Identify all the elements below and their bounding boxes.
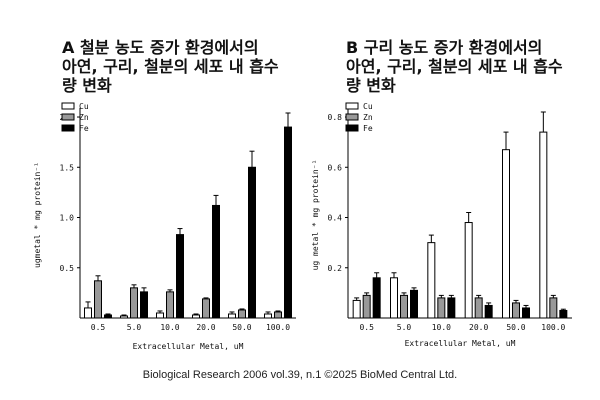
panel-b-y-tick-label: 0.2 (328, 264, 343, 273)
panel-a-title-line: 량 변화 (62, 76, 112, 95)
panel-a-title-line: A 철분 농도 증가 환경에서의 (62, 38, 259, 57)
panel-a-bar-zn (94, 280, 102, 319)
panel-b-bar-cu (464, 222, 473, 319)
panel-b-bar-fe (522, 307, 530, 319)
panel-a-bar-fe (248, 166, 256, 319)
panel-b-bar-zn (549, 297, 558, 319)
panel-a-x-tick-label: 100.0 (266, 323, 290, 332)
panel-a-bar-zn (274, 311, 282, 319)
panel-a-title: A 철분 농도 증가 환경에서의 아연, 구리, 철분의 세포 내 흡수 량 변… (62, 38, 279, 95)
panel-b-legend-swatch-cu (345, 102, 359, 110)
panel-b-bar-zn (437, 297, 446, 319)
panel-a-x-tick-label: 10.0 (160, 323, 179, 332)
panel-a-x-tick-label: 5.0 (127, 323, 142, 332)
panel-b-legend-swatch-zn (345, 113, 359, 121)
panel-a-bar-zn (238, 309, 246, 319)
panel-b-title-line: 량 변화 (346, 76, 396, 95)
panel-a-legend-swatch-fe (61, 124, 75, 132)
panel-b-bar-cu (539, 131, 548, 319)
panel-b-bar-fe (484, 304, 493, 319)
panel-a-bar-cu (156, 312, 164, 319)
panel-a-bar-cu (264, 313, 272, 319)
panel-a-legend-label: Cu (79, 102, 89, 111)
panel-a-x-tick-label: 50.0 (232, 323, 251, 332)
panel-b-bar-cu (502, 149, 510, 319)
panel-b-x-tick-label: 50.0 (506, 323, 525, 332)
panel-a-bar-fe (140, 291, 148, 319)
panel-b-y-axis-label: ug metal * mg protein⁻¹ (311, 160, 320, 271)
panel-a-legend-label: Fe (79, 124, 89, 133)
panel-a-x-tick-label: 0.5 (91, 323, 106, 332)
panel-a-x-axis-label: Extracellular Metal, uM (133, 342, 244, 351)
panel-b-y-tick-label: 0.8 (328, 113, 343, 122)
panel-b-y-tick-label: 0.6 (328, 163, 343, 172)
panel-a-bar-cu (192, 314, 200, 319)
panel-b-bar-cu (427, 242, 436, 319)
panel-b-bar-cu (352, 299, 361, 319)
panel-a-bar-cu (120, 315, 128, 319)
panel-b-y-tick-label: 0.4 (328, 214, 343, 223)
panel-a-y-axis-label: ugmetal * mg protein⁻¹ (33, 162, 42, 268)
panel-b-x-tick-label: 10.0 (432, 323, 451, 332)
panel-b-legend-label: Cu (363, 102, 373, 111)
panel-a-legend-label: Zn (79, 113, 89, 122)
panel-a-bar-zn (166, 291, 174, 319)
panel-a-bar-cu (228, 313, 236, 319)
panel-a-y-tick-label: 1.5 (60, 163, 75, 172)
panel-a-legend-swatch-cu (61, 102, 75, 110)
panel-a-bar-cu (84, 307, 92, 319)
panel-a-bar-fe (212, 204, 220, 319)
panel-b-bar-zn (362, 294, 371, 319)
panel-a-bar-fe (104, 314, 112, 319)
panel-b-legend-swatch-fe (345, 124, 359, 132)
panel-b-x-tick-label: 100.0 (541, 323, 565, 332)
panel-b-bar-zn (474, 297, 483, 319)
panel-b-bar-cu (390, 277, 398, 319)
panel-b-title-line: 아연, 구리, 철분의 세포 내 흡수 (346, 57, 563, 76)
panel-b-bar-fe (447, 297, 456, 319)
panel-b-bar-fe (410, 289, 418, 319)
figure-caption: Biological Research 2006 vol.39, n.1 ©20… (142, 369, 458, 381)
panel-a-legend-swatch-zn (61, 113, 75, 121)
panel-a-title-line: 아연, 구리, 철분의 세포 내 흡수 (62, 57, 279, 76)
panel-b-x-tick-label: 5.0 (397, 323, 412, 332)
panel-b-x-tick-label: 20.0 (469, 323, 488, 332)
panel-b-title-line: B 구리 농도 증가 환경에서의 (346, 38, 543, 57)
panel-a-bar-fe (176, 234, 184, 319)
panel-b-x-tick-label: 0.5 (359, 323, 374, 332)
panel-a-bar-zn (202, 298, 210, 319)
panel-a-bar-fe (284, 126, 292, 319)
panel-a-x-tick-label: 20.0 (196, 323, 215, 332)
panel-b-bar-zn (400, 294, 408, 319)
panel-a-bar-zn (130, 287, 138, 319)
panel-b-legend-label: Zn (363, 113, 373, 122)
panel-b-legend-label: Fe (363, 124, 373, 133)
panel-b-title: B 구리 농도 증가 환경에서의 아연, 구리, 철분의 세포 내 흡수 량 변… (346, 38, 563, 95)
panel-b-bar-fe (372, 277, 381, 319)
panel-a-y-tick-label: 1.0 (60, 214, 75, 223)
panel-b-x-axis-label: Extracellular Metal, uM (405, 339, 516, 348)
panel-a-y-tick-label: 0.5 (60, 264, 75, 273)
panel-b-bar-zn (512, 302, 520, 319)
panel-b-bar-fe (559, 309, 568, 319)
